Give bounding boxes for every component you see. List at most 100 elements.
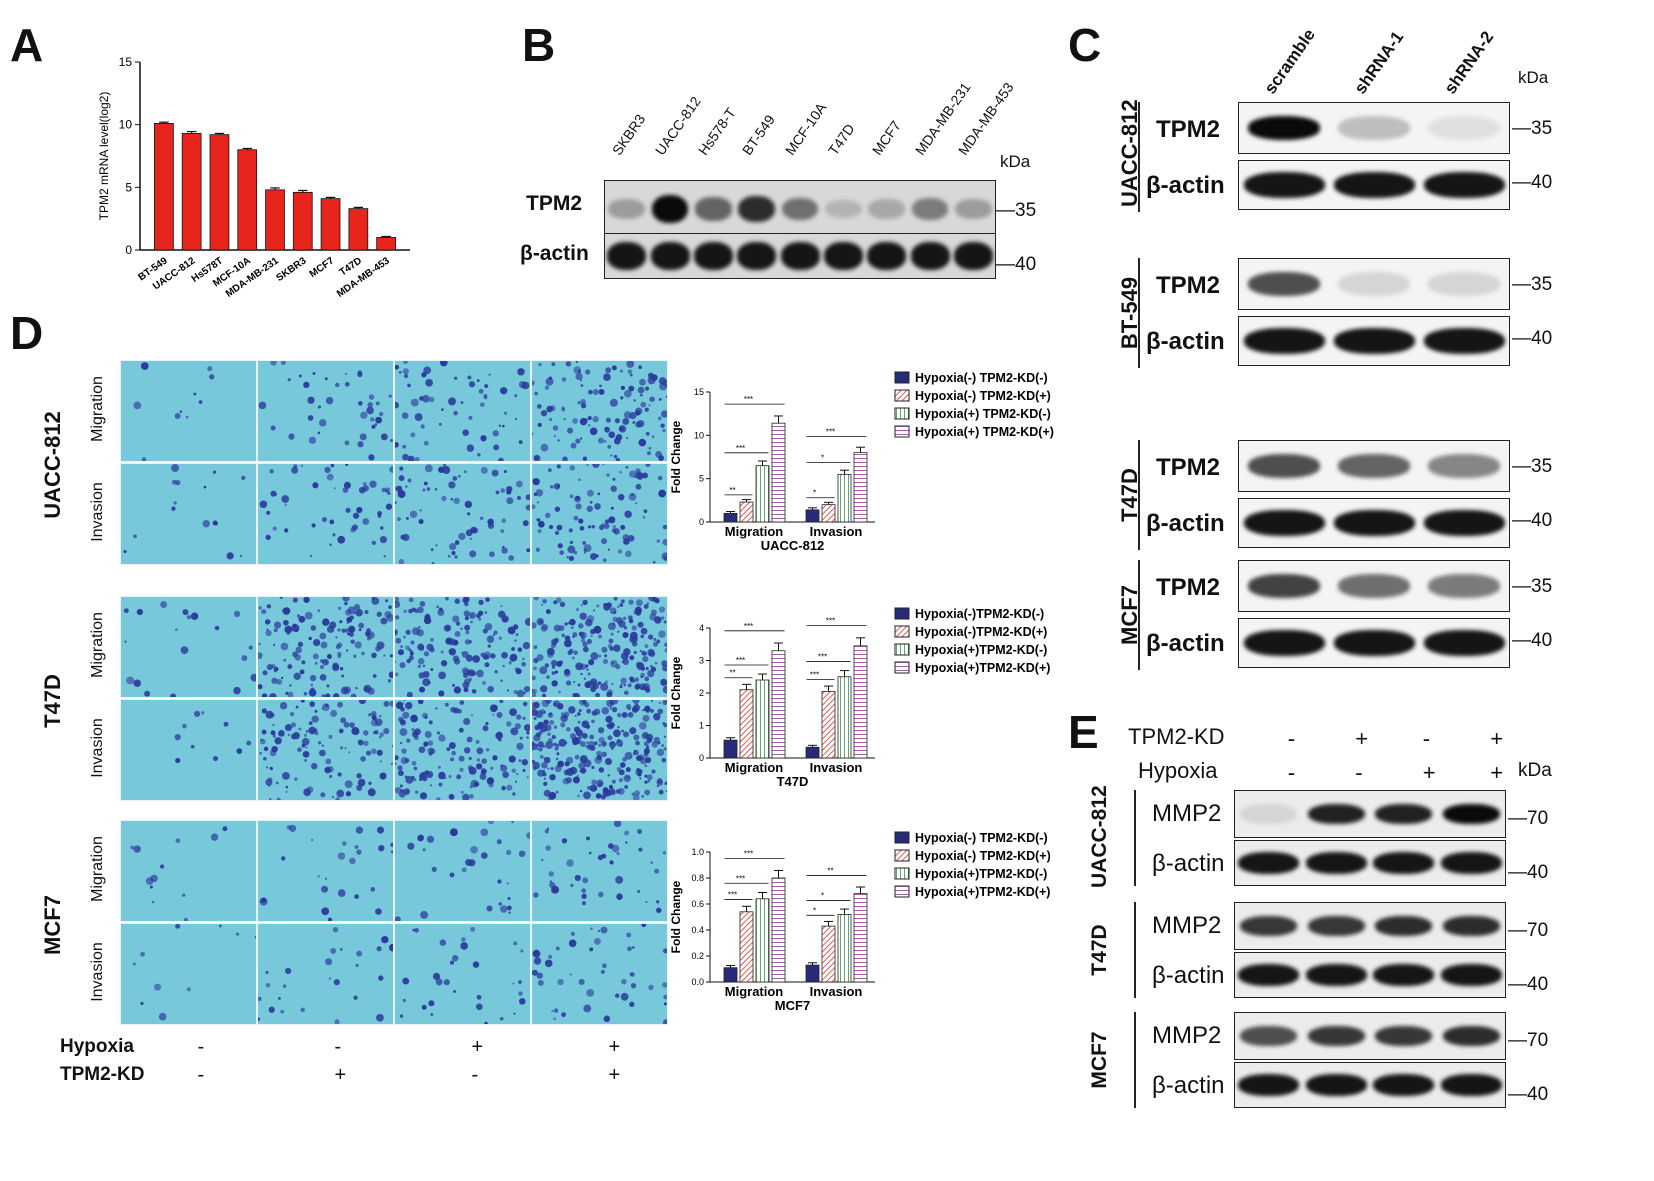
micrograph <box>258 700 393 800</box>
stained-cell <box>625 767 631 773</box>
significance-label: *** <box>728 891 737 900</box>
stained-cell <box>612 622 615 626</box>
stained-cell <box>651 435 655 438</box>
stained-cell <box>186 615 192 620</box>
significance-label: *** <box>736 444 745 453</box>
stained-cell <box>310 838 314 842</box>
stained-cell <box>586 785 592 791</box>
legend-entry: Hypoxia(+)TPM2-KD(-) <box>915 643 1047 657</box>
stained-cell <box>589 427 598 436</box>
legend-swatch <box>894 849 910 862</box>
stained-cell <box>385 503 393 510</box>
actin-band <box>1373 964 1435 986</box>
row-label-invasion: Invasion <box>89 942 106 1002</box>
stained-cell <box>455 621 461 626</box>
stained-cell <box>339 620 343 624</box>
stained-cell <box>625 465 629 469</box>
stained-cell <box>344 381 350 387</box>
stained-cell <box>472 961 480 968</box>
actin-blot-t47d <box>1234 952 1506 998</box>
stained-cell <box>407 478 412 483</box>
stained-cell <box>399 662 406 669</box>
stained-cell <box>376 946 382 952</box>
stained-cell <box>468 415 473 420</box>
stained-cell <box>273 666 279 672</box>
stained-cell <box>483 651 491 659</box>
stained-cell <box>175 479 181 486</box>
stained-cell <box>324 767 330 772</box>
stained-cell <box>539 754 544 759</box>
stained-cell <box>443 979 450 986</box>
lane-label: SKBR3 <box>608 111 648 158</box>
stained-cell <box>502 664 505 668</box>
stained-cell <box>572 692 581 697</box>
stained-cell <box>310 683 314 687</box>
stained-cell <box>475 739 480 744</box>
stained-cell <box>620 369 624 373</box>
stained-cell <box>453 707 460 714</box>
stained-cell <box>662 538 667 546</box>
stained-cell <box>484 383 489 389</box>
stained-cell <box>532 949 541 958</box>
legend-entry: Hypoxia(-)TPM2-KD(+) <box>915 625 1047 639</box>
stained-cell <box>633 650 637 655</box>
stained-cell <box>577 720 581 724</box>
stained-cell <box>340 717 347 724</box>
stained-cell <box>545 512 551 519</box>
stained-cell <box>368 454 375 461</box>
stained-cell <box>622 534 630 542</box>
bar <box>821 504 836 523</box>
stained-cell <box>605 367 612 374</box>
stained-cell <box>631 946 635 949</box>
kda-label: kDa <box>1518 760 1552 781</box>
stained-cell <box>175 838 181 844</box>
stained-cell <box>636 473 644 480</box>
stained-cell <box>579 612 587 621</box>
stained-cell <box>517 647 523 652</box>
significance-label: *** <box>826 616 835 625</box>
stained-cell <box>481 758 488 764</box>
significance-label: * <box>813 489 816 498</box>
stained-cell <box>501 651 508 659</box>
stained-cell <box>478 617 482 621</box>
actin-band <box>910 242 950 270</box>
actin-blot-mcf7 <box>1234 1062 1506 1108</box>
stained-cell <box>490 653 496 659</box>
stained-cell <box>385 487 391 493</box>
stained-cell <box>599 384 602 388</box>
tpm2-kd-label: TPM2-KD <box>60 1064 145 1085</box>
bar <box>805 509 820 523</box>
stained-cell <box>325 877 328 880</box>
stained-cell <box>381 487 387 493</box>
actin-band <box>1305 1074 1367 1096</box>
stained-cell <box>465 630 470 635</box>
stained-cell <box>308 721 313 726</box>
stained-cell <box>425 378 433 387</box>
stained-cell <box>272 723 275 727</box>
stained-cell <box>270 425 276 431</box>
x-category-label: Invasion <box>810 524 863 539</box>
stained-cell <box>259 500 268 509</box>
stained-cell <box>638 847 643 852</box>
stained-cell <box>629 727 637 735</box>
stained-cell <box>597 437 604 444</box>
kda-label: kDa <box>1000 152 1031 171</box>
stained-cell <box>406 691 413 697</box>
stained-cell <box>379 732 384 737</box>
stained-cell <box>662 429 666 433</box>
stained-cell <box>572 635 576 639</box>
stain-background <box>121 464 256 564</box>
stained-cell <box>589 947 594 952</box>
stained-cell <box>553 1017 557 1021</box>
row-label-invasion: Invasion <box>89 718 106 778</box>
stained-cell <box>549 524 554 530</box>
significance-label: *** <box>810 671 819 680</box>
stained-cell <box>488 821 495 825</box>
stained-cell <box>371 597 380 605</box>
stained-cell <box>379 535 388 544</box>
stained-cell <box>581 893 587 899</box>
micrograph <box>532 597 667 697</box>
stained-cell <box>647 634 654 640</box>
stained-cell <box>617 726 620 729</box>
stained-cell <box>615 739 624 747</box>
